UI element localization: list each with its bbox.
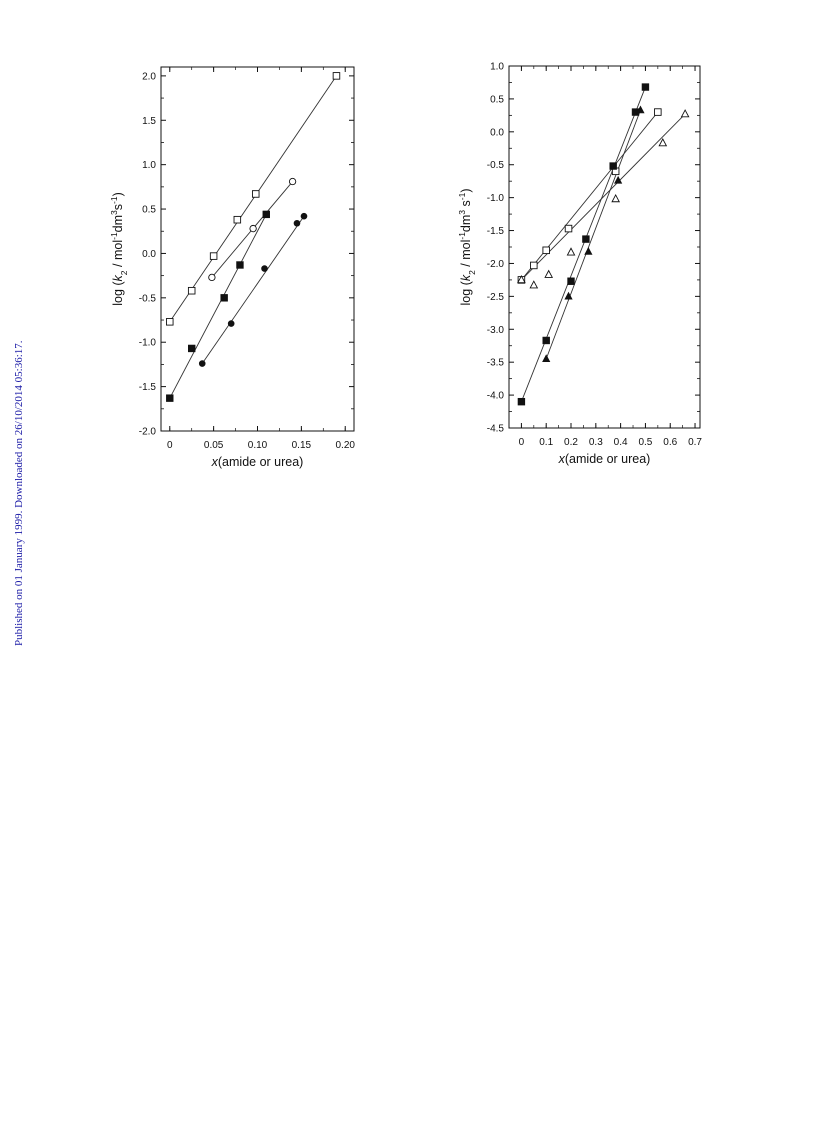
y-tick-label: 1.0 <box>142 160 156 171</box>
plot-frame <box>508 65 701 429</box>
plot-frame <box>160 66 355 432</box>
y-tick-label: 0.5 <box>490 94 504 105</box>
x-tick-label: 0.10 <box>248 440 268 451</box>
x-tick-label: 0.5 <box>638 437 652 448</box>
data-point-open-square <box>209 252 218 260</box>
x-tick-label: 0 <box>167 440 173 451</box>
y-tick-label: -1.5 <box>139 382 157 393</box>
y-tick-label: -2.0 <box>139 427 157 438</box>
y-tick-label: -0.5 <box>487 160 505 171</box>
data-point-filled-circle <box>227 320 235 327</box>
data-point-open-triangle <box>517 274 526 284</box>
x-tick-label: 0.1 <box>539 437 553 448</box>
data-point-open-triangle <box>544 269 554 278</box>
y-tick-label: -4.0 <box>487 391 505 402</box>
data-point-open-square <box>654 108 662 116</box>
data-point-open-triangle <box>611 193 621 203</box>
data-point-filled-circle <box>293 219 301 227</box>
chart-left: -2.0 -1.5 -1.0 -0.5 0.0 0.5 1.0 1.5 2.0 0 0.05 0.10… <box>109 66 355 469</box>
y-tick-label: -1.0 <box>139 338 157 349</box>
series-line-open-square <box>521 111 659 281</box>
y-tick-label: -4.5 <box>487 424 505 435</box>
y-tick-label: 1.0 <box>490 62 504 73</box>
data-point-open-triangle <box>658 138 668 147</box>
x-tick-label: 0.3 <box>589 437 603 448</box>
x-tick-label: 0.05 <box>204 440 224 451</box>
series-line-filled-square <box>169 214 267 399</box>
x-tick-label: 0.15 <box>292 440 312 451</box>
data-point-open-triangle <box>680 109 690 118</box>
y-tick-label: -0.5 <box>139 293 157 304</box>
data-point-filled-triangle <box>542 354 551 362</box>
x-tick-label: 0.6 <box>663 437 677 448</box>
x-axis-label: x(amide or urea) <box>558 452 651 466</box>
data-point-open-square <box>187 286 196 295</box>
x-axis-label: x(amide or urea) <box>211 455 304 469</box>
data-point-filled-triangle <box>614 175 623 184</box>
data-point-filled-triangle <box>636 105 645 114</box>
y-tick-label: 1.5 <box>142 116 156 127</box>
data-point-filled-square <box>236 261 244 269</box>
data-point-filled-square <box>641 83 650 91</box>
data-point-filled-triangle <box>584 246 593 255</box>
y-tick-label: -1.0 <box>487 193 505 204</box>
data-point-open-square <box>332 72 341 80</box>
data-point-open-square <box>251 190 260 198</box>
data-point-filled-triangle <box>564 291 573 300</box>
data-point-filled-circle <box>261 265 268 272</box>
data-point-filled-square <box>220 294 228 302</box>
series-line-open-triangle <box>521 113 686 281</box>
data-point-filled-square <box>582 235 590 243</box>
x-tick-label: 0.20 <box>335 440 355 451</box>
data-point-open-square <box>564 224 573 233</box>
data-point-open-triangle <box>566 247 576 256</box>
series-line-filled-square <box>520 86 646 402</box>
y-tick-label: 0.0 <box>490 127 504 138</box>
data-point-open-circle <box>249 224 257 233</box>
x-tick-label: 0.7 <box>688 437 702 448</box>
y-tick-label: -2.5 <box>487 292 505 303</box>
y-tick-label: -3.0 <box>487 325 505 336</box>
y-axis-label: log (k2 / mol-1dm3 s-1) <box>457 188 477 305</box>
data-point-open-square <box>542 246 550 255</box>
series-line-open-square <box>169 75 337 323</box>
data-point-open-triangle <box>529 280 539 289</box>
data-point-filled-square <box>517 397 526 406</box>
data-point-filled-square <box>609 162 617 170</box>
data-point-open-square <box>530 261 538 270</box>
series-line-filled-triangle <box>545 109 641 360</box>
y-tick-label: 2.0 <box>142 71 156 82</box>
data-point-filled-circle <box>198 360 206 367</box>
y-tick-label: -2.0 <box>487 259 505 270</box>
series-line-filled-circle <box>201 215 305 364</box>
data-point-filled-square <box>188 344 196 353</box>
data-point-filled-square <box>166 394 174 402</box>
y-tick-label: -3.5 <box>487 358 505 369</box>
data-point-open-square <box>233 215 242 224</box>
y-tick-label: 0.5 <box>142 205 156 216</box>
chart-right: -4.5 -4.0 -3.5 -3.0 -2.5 -2.0 -1.5 -1.0 -0.5 0.0 0… <box>457 62 702 467</box>
data-point-open-square <box>166 318 174 326</box>
data-point-open-circle <box>208 273 216 282</box>
data-point-filled-square <box>542 336 550 345</box>
y-tick-label: -1.5 <box>487 226 505 237</box>
data-point-filled-square <box>262 210 270 219</box>
data-point-filled-square <box>567 277 575 285</box>
data-point-open-circle <box>288 177 297 186</box>
y-axis-label: log (k2 / mol-1dm3s-1) <box>109 192 129 306</box>
x-tick-label: 0 <box>519 437 525 448</box>
data-point-filled-circle <box>300 212 308 220</box>
x-tick-label: 0.4 <box>614 437 628 448</box>
x-tick-label: 0.2 <box>564 437 578 448</box>
y-tick-label: 0.0 <box>142 249 156 260</box>
